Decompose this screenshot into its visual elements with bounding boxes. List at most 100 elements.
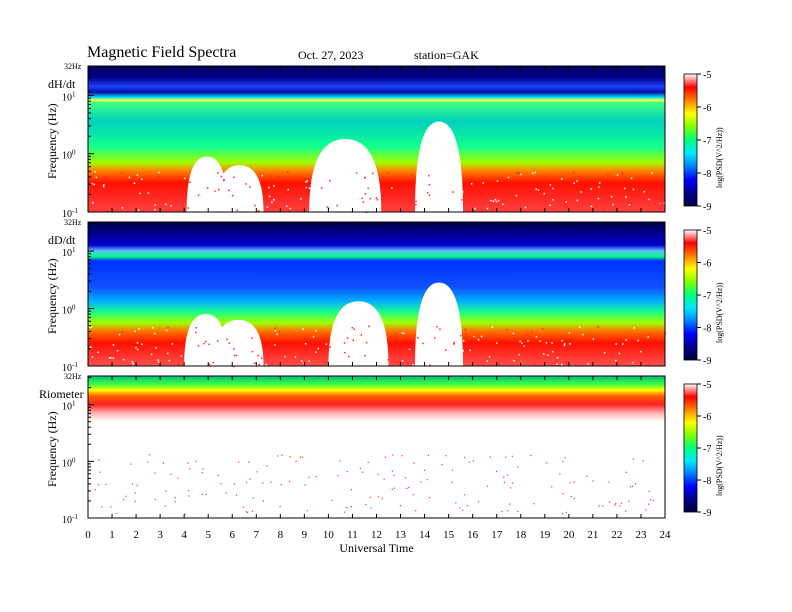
noise-speck — [357, 353, 359, 355]
noise-speck — [517, 466, 519, 468]
noise-speck — [346, 507, 348, 509]
noise-speck — [632, 188, 635, 191]
noise-speck — [245, 183, 247, 185]
x-tick-label: 21 — [587, 529, 598, 541]
noise-speck — [218, 188, 220, 191]
noise-speck — [155, 347, 157, 349]
noise-speck — [546, 462, 548, 464]
noise-speck — [147, 461, 149, 463]
noise-speck — [434, 337, 436, 339]
noise-speck — [91, 182, 93, 185]
noise-speck — [367, 208, 369, 211]
noise-speck — [535, 188, 537, 190]
noise-speck — [598, 182, 601, 184]
noise-speck — [204, 176, 206, 178]
noise-speck — [576, 199, 578, 202]
station-label: station=GAK — [414, 48, 479, 62]
noise-speck — [590, 205, 593, 208]
noise-speck — [112, 357, 114, 359]
x-tick-label: 5 — [205, 529, 211, 541]
noise-speck — [273, 185, 275, 187]
noise-speck — [284, 355, 286, 358]
noise-speck — [158, 176, 160, 178]
noise-speck — [640, 350, 642, 353]
noise-speck — [495, 470, 498, 473]
quiet-region — [414, 121, 464, 212]
noise-speck — [110, 506, 112, 508]
noise-speck — [286, 205, 288, 207]
noise-speck — [455, 190, 457, 192]
noise-speck — [147, 192, 150, 194]
noise-speck — [251, 337, 253, 339]
noise-speck — [184, 177, 186, 180]
noise-speck — [277, 176, 280, 178]
noise-speck — [428, 194, 431, 196]
noise-speck — [491, 326, 494, 328]
noise-speck — [259, 361, 262, 364]
noise-speck — [262, 500, 264, 502]
noise-speck — [158, 171, 160, 174]
noise-speck — [391, 488, 393, 490]
noise-speck — [478, 501, 480, 503]
noise-speck — [597, 326, 599, 328]
noise-speck — [625, 196, 627, 198]
y-tick-label: 100 — [62, 304, 76, 317]
noise-speck — [488, 356, 491, 358]
noise-speck — [313, 337, 316, 339]
noise-speck — [106, 194, 108, 196]
noise-speck — [156, 193, 158, 195]
noise-speck — [276, 333, 278, 336]
noise-speck — [206, 187, 209, 189]
noise-speck — [468, 461, 470, 463]
noise-speck — [247, 205, 249, 208]
colorbar-tick-label: -5 — [703, 380, 711, 391]
noise-speck — [265, 363, 268, 366]
noise-speck — [608, 481, 610, 483]
noise-speck — [428, 174, 430, 177]
noise-speck — [505, 456, 507, 458]
noise-speck — [287, 199, 289, 202]
noise-speck — [289, 456, 291, 458]
y-tick-exponent: 0 — [72, 456, 76, 464]
noise-speck — [574, 342, 577, 344]
noise-speck — [247, 364, 250, 367]
noise-speck — [212, 361, 215, 364]
noise-speck — [547, 354, 549, 356]
noise-speck — [306, 180, 308, 182]
noise-speck — [507, 192, 510, 195]
noise-speck — [101, 506, 103, 508]
noise-speck — [549, 184, 552, 186]
noise-speck — [628, 204, 631, 206]
noise-speck — [137, 209, 140, 211]
noise-speck — [152, 327, 154, 329]
quiet-region — [213, 319, 264, 366]
noise-speck — [320, 187, 323, 189]
noise-speck — [91, 356, 94, 358]
noise-speck — [636, 192, 639, 195]
noise-speck — [252, 352, 255, 355]
noise-speck — [411, 174, 413, 177]
noise-speck — [112, 181, 114, 183]
noise-speck — [452, 191, 454, 193]
noise-speck — [116, 512, 118, 515]
noise-speck — [530, 454, 532, 457]
noise-speck — [465, 333, 467, 335]
noise-speck — [317, 345, 319, 347]
noise-speck — [391, 187, 393, 189]
noise-speck — [322, 337, 324, 339]
noise-speck — [393, 487, 395, 489]
noise-speck — [628, 500, 630, 502]
noise-speck — [100, 350, 102, 352]
noise-speck — [599, 201, 602, 203]
noise-speck — [253, 337, 255, 340]
noise-speck — [497, 199, 500, 202]
noise-speck — [329, 207, 331, 209]
noise-speck — [370, 507, 372, 509]
noise-speck — [249, 186, 251, 188]
noise-speck — [630, 177, 633, 180]
noise-speck — [448, 208, 451, 210]
noise-speck — [141, 178, 143, 180]
noise-speck — [473, 335, 475, 338]
noise-speck — [218, 177, 220, 179]
noise-speck — [304, 343, 307, 345]
